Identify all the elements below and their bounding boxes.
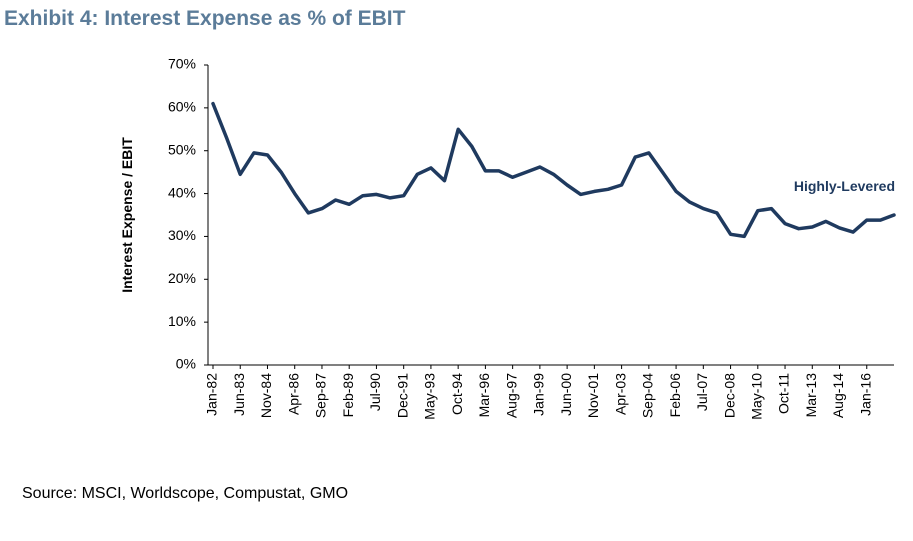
x-tick-label: Mar-13 [803,373,819,418]
y-tick-label: 0% [176,356,196,372]
x-tick-label: Jan-16 [857,373,873,416]
y-tick-label: 20% [168,270,196,286]
x-tick-label: Mar-96 [476,373,492,418]
x-tick-label: Aug-97 [503,373,519,418]
annotation: Highly-Levered [794,178,895,194]
x-tick-label: Jan-82 [204,373,220,416]
x-tick-label: Jun-00 [558,373,574,416]
y-tick-label: 10% [168,313,196,329]
x-tick-label: Jun-83 [231,373,247,416]
source: Source: MSCI, Worldscope, Compustat, GMO [22,485,348,502]
x-tick-label: Apr-03 [612,373,628,415]
x-tick-label: Jan-99 [531,373,547,416]
x-tick-label: May-93 [422,373,438,420]
x-tick-label: Jul-07 [694,373,710,411]
x-tick-label: Nov-01 [585,373,601,418]
x-tick-label: Sep-87 [313,373,329,418]
y-axis-title: Interest Expense / EBIT [119,137,135,293]
x-tick-label: Oct-11 [776,373,792,414]
x-tick-label: Apr-86 [285,373,301,415]
x-tick-label: Feb-89 [340,373,356,418]
y-tick-label: 70% [168,56,196,72]
y-tick-label: 60% [168,99,196,115]
y-tick-label: 50% [168,141,196,157]
x-tick-label: Oct-94 [449,373,465,415]
y-tick-label: 30% [168,227,196,243]
x-tick-label: Sep-04 [640,373,656,418]
x-tick-label: Dec-91 [394,373,410,418]
x-tick-label: Jul-90 [367,373,383,411]
y-tick-label: 40% [168,184,196,200]
chart-title: Exhibit 4: Interest Expense as % of EBIT [4,7,406,30]
x-tick-label: Dec-08 [721,373,737,418]
x-tick-label: Feb-06 [667,373,683,418]
x-tick-label: Nov-84 [258,373,274,418]
x-tick-label: May-10 [749,373,765,420]
x-tick-label: Aug-14 [830,373,846,418]
line-series [211,101,896,239]
